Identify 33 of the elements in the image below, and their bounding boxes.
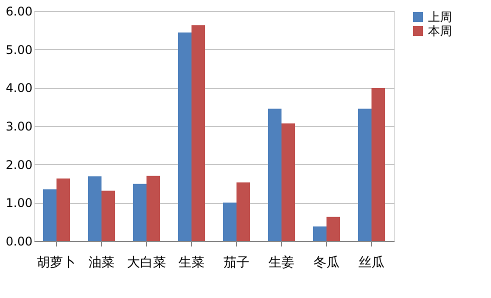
y-tick-label: 5.00 <box>6 42 32 57</box>
x-tick-label: 胡萝卜 <box>37 256 76 270</box>
bar <box>268 108 282 241</box>
y-tick-label: 0.00 <box>6 234 32 248</box>
y-tick-label: 2.00 <box>6 158 32 172</box>
bar <box>133 184 146 241</box>
bar <box>146 176 160 241</box>
x-tick-label: 茄子 <box>224 256 250 270</box>
x-tick-label: 生菜 <box>178 256 204 270</box>
x-tick-label: 生姜 <box>268 254 294 270</box>
y-tick-label: 3.00 <box>6 120 32 134</box>
bar <box>313 226 326 241</box>
x-tick-label: 大白菜 <box>127 256 166 270</box>
bar <box>326 216 340 241</box>
x-tick-label: 油菜 <box>88 256 114 270</box>
bar <box>282 123 295 241</box>
bar <box>56 178 70 241</box>
bar <box>358 108 372 241</box>
bar <box>178 32 192 241</box>
x-tick-label: 丝瓜 <box>358 256 384 270</box>
legend-label: 上周 <box>428 10 452 24</box>
bar <box>236 182 250 241</box>
x-tick-label: 冬瓜 <box>314 256 340 270</box>
y-tick-label: 1.00 <box>6 196 32 210</box>
y-tick-label: 4.00 <box>6 81 32 96</box>
y-tick-label: 6.00 <box>6 4 32 18</box>
legend-label: 本周 <box>428 24 452 38</box>
bar <box>43 189 56 241</box>
bar <box>192 25 205 241</box>
bar <box>88 176 102 241</box>
bar <box>102 190 115 241</box>
bar <box>223 202 236 241</box>
bar <box>372 88 385 241</box>
